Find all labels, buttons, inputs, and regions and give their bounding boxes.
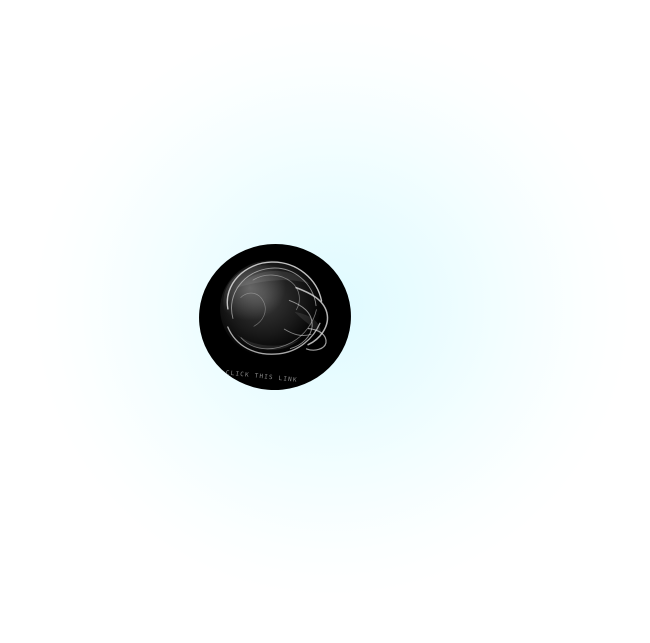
smoke-sphere-icon <box>220 260 329 357</box>
orb-button[interactable]: CLICK THIS LINK <box>191 236 359 398</box>
